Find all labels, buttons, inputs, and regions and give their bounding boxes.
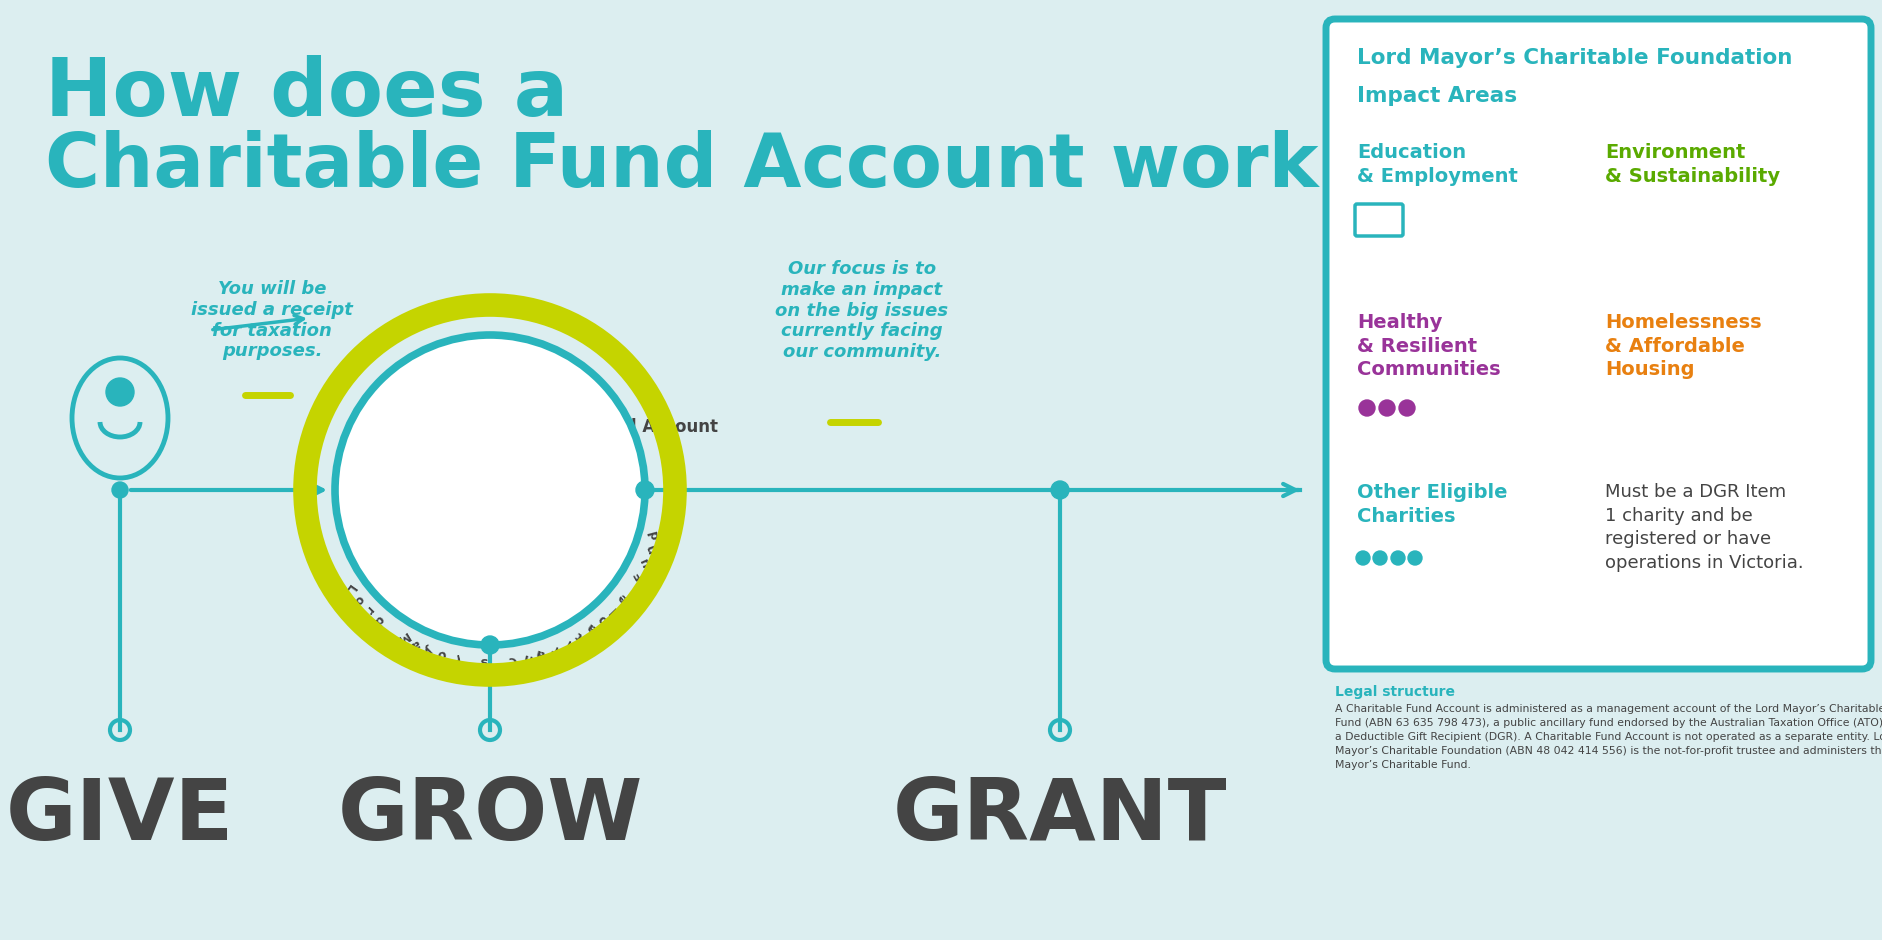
Text: Legal structure: Legal structure xyxy=(1334,685,1455,699)
Text: o: o xyxy=(435,647,448,662)
Text: F: F xyxy=(630,567,647,581)
Text: A: A xyxy=(470,418,487,436)
Text: a: a xyxy=(585,619,598,635)
Text: Lord Mayor’s Charitable Foundation: Lord Mayor’s Charitable Foundation xyxy=(1357,48,1792,68)
Circle shape xyxy=(105,378,134,406)
Text: Homelessness
& Affordable
Housing: Homelessness & Affordable Housing xyxy=(1605,313,1762,379)
Text: C: C xyxy=(508,652,518,666)
Circle shape xyxy=(1357,551,1370,565)
Text: d: d xyxy=(647,528,662,540)
Text: Education
& Employment: Education & Employment xyxy=(1357,143,1519,185)
Text: GRANT: GRANT xyxy=(892,775,1227,858)
Circle shape xyxy=(113,482,128,498)
Text: l: l xyxy=(608,603,619,615)
Text: Impact Areas: Impact Areas xyxy=(1357,86,1517,106)
Text: b: b xyxy=(595,611,610,626)
Text: i: i xyxy=(563,635,572,650)
Circle shape xyxy=(1359,400,1376,416)
Circle shape xyxy=(1380,400,1395,416)
Text: o: o xyxy=(350,592,367,607)
Text: Recipient status.: Recipient status. xyxy=(420,562,559,580)
Text: Must be a DGR Item
1 charity and be
registered or have
operations in Victoria.: Must be a DGR Item 1 charity and be regi… xyxy=(1605,483,1803,572)
Circle shape xyxy=(1398,400,1415,416)
Text: e: e xyxy=(615,590,630,605)
Circle shape xyxy=(335,335,646,645)
Text: GROW: GROW xyxy=(337,775,642,858)
Text: u: u xyxy=(638,555,653,568)
Text: r: r xyxy=(361,603,375,617)
Text: Charitable Fund Account: Charitable Fund Account xyxy=(375,442,604,460)
Circle shape xyxy=(1050,481,1069,499)
FancyBboxPatch shape xyxy=(1327,19,1871,669)
Text: Other Eligible
Charities: Other Eligible Charities xyxy=(1357,483,1507,525)
Circle shape xyxy=(1408,551,1423,565)
Text: r: r xyxy=(452,650,459,665)
Circle shape xyxy=(1391,551,1406,565)
Circle shape xyxy=(636,481,655,499)
Text: a: a xyxy=(534,646,546,661)
Text: GIVE: GIVE xyxy=(6,775,233,858)
Text: M: M xyxy=(393,628,410,646)
Text: You will be
issued a receipt
for taxation
purposes.: You will be issued a receipt for taxatio… xyxy=(192,280,354,360)
Text: Charitable Fund Account work?: Charitable Fund Account work? xyxy=(45,130,1363,203)
Circle shape xyxy=(1374,551,1387,565)
Text: n: n xyxy=(644,541,659,555)
Text: A Charitable Fund Account is administered as a management account of the Lord Ma: A Charitable Fund Account is administere… xyxy=(1334,704,1882,770)
Text: a: a xyxy=(408,635,422,651)
Text: Charitable Fund Account: Charitable Fund Account xyxy=(487,418,719,436)
Text: a public ancillary fund: a public ancillary fund xyxy=(399,514,582,532)
Text: with Deductible Gift: with Deductible Gift xyxy=(407,538,572,556)
Text: Healthy
& Resilient
Communities: Healthy & Resilient Communities xyxy=(1357,313,1500,379)
Text: How does a: How does a xyxy=(45,55,568,133)
Text: s: s xyxy=(480,654,487,667)
Text: Environment
& Sustainability: Environment & Sustainability xyxy=(1605,143,1780,185)
Text: Our focus is to
make an impact
on the big issues
currently facing
our community.: Our focus is to make an impact on the bi… xyxy=(775,260,949,361)
Text: ': ' xyxy=(467,653,472,666)
Text: h: h xyxy=(521,650,533,665)
Text: Lord Mayor’s Charitable Fund,: Lord Mayor’s Charitable Fund, xyxy=(365,490,614,508)
Text: d: d xyxy=(371,612,386,628)
Text: is a management account of: is a management account of xyxy=(371,466,610,484)
Text: t: t xyxy=(574,629,585,643)
Text: L: L xyxy=(343,581,358,595)
Text: y: y xyxy=(422,642,435,657)
Text: r: r xyxy=(550,641,559,656)
Circle shape xyxy=(482,636,499,654)
